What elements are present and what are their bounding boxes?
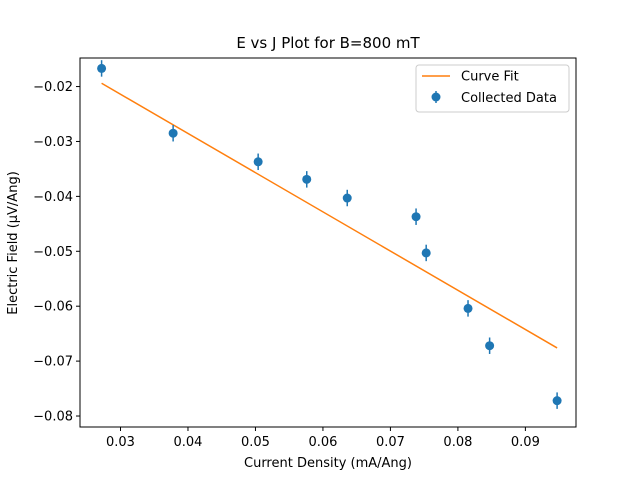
y-axis-label: Electric Field (μV/Ang) xyxy=(6,171,21,315)
data-point-marker xyxy=(302,174,312,184)
plot-area xyxy=(79,57,577,428)
chart-title: E vs J Plot for B=800 mT xyxy=(236,34,420,52)
y-tick-label: −0.03 xyxy=(33,135,73,150)
x-tick-label: 0.04 xyxy=(173,435,202,450)
x-tick-label: 0.06 xyxy=(308,435,337,450)
x-tick-label: 0.07 xyxy=(376,435,405,450)
y-tick-label: −0.06 xyxy=(33,300,73,315)
y-tick-label: −0.05 xyxy=(33,245,73,260)
data-point-marker xyxy=(168,128,178,138)
x-tick-label: 0.09 xyxy=(511,435,540,450)
legend-box xyxy=(415,64,570,113)
y-tick-label: −0.02 xyxy=(33,80,73,95)
data-point-marker xyxy=(421,248,431,258)
x-tick-label: 0.05 xyxy=(241,435,270,450)
y-tick-label: −0.04 xyxy=(33,190,73,205)
legend-curve-fit-label: Curve Fit xyxy=(461,70,519,85)
legend: Curve Fit Collected Data xyxy=(415,64,570,113)
data-point-marker xyxy=(463,303,473,313)
legend-collected-data-marker xyxy=(431,92,441,102)
x-tick-label: 0.03 xyxy=(106,435,135,450)
data-point-marker xyxy=(485,341,495,351)
data-point-marker xyxy=(97,63,107,73)
fit-line-layer xyxy=(101,82,558,349)
data-points-layer xyxy=(97,60,562,409)
x-axis-ticks: 0.03 0.04 0.05 0.06 0.07 0.08 0.09 xyxy=(106,427,540,450)
y-axis-ticks: −0.02 −0.03 −0.04 −0.05 −0.06 −0.07 −0.08 xyxy=(33,80,80,425)
legend-collected-data-label: Collected Data xyxy=(461,91,557,106)
data-point-marker xyxy=(552,396,562,406)
x-tick-label: 0.08 xyxy=(443,435,472,450)
data-point-marker xyxy=(253,157,263,167)
y-tick-label: −0.08 xyxy=(33,410,73,425)
x-axis-label: Current Density (mA/Ang) xyxy=(244,456,412,471)
curve-fit-line xyxy=(101,82,558,349)
data-point-marker xyxy=(342,193,352,203)
data-point-marker xyxy=(411,212,421,222)
y-tick-label: −0.07 xyxy=(33,355,73,370)
axes-frame xyxy=(79,57,577,428)
